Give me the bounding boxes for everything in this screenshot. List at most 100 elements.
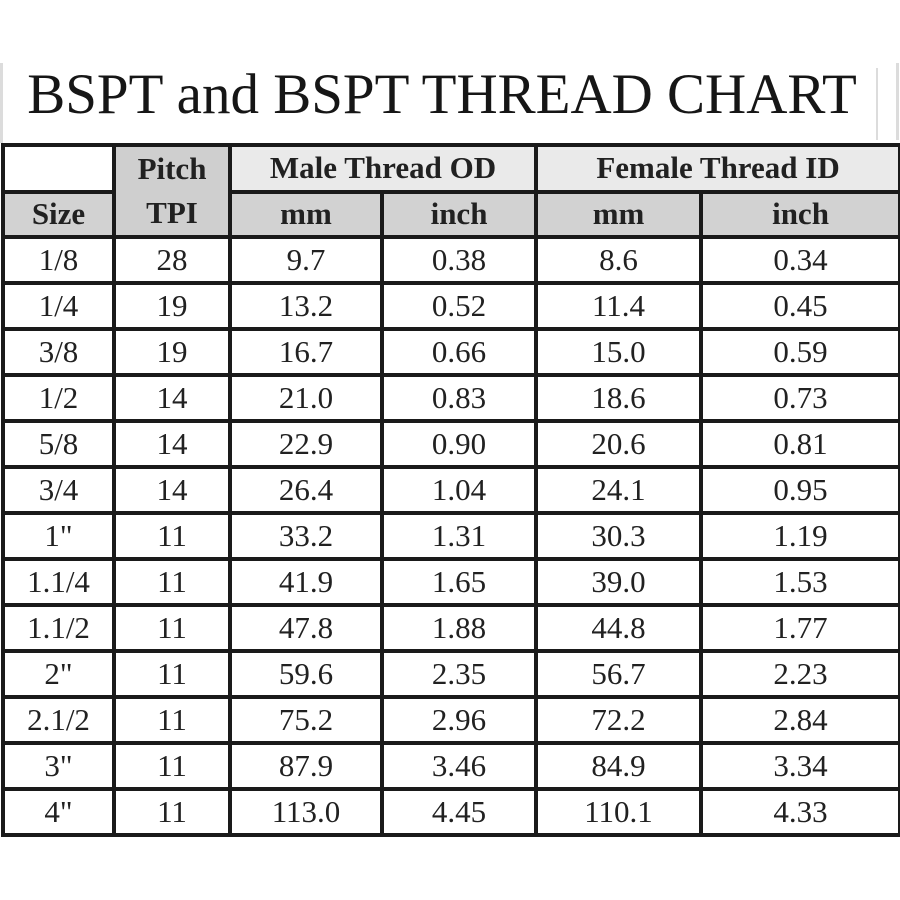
cell-female-id-mm: 30.3	[534, 511, 704, 561]
column-header-female-mm: mm	[534, 189, 704, 240]
cell-size: 1/2	[1, 373, 116, 423]
cell-female-id-inch: 0.34	[699, 235, 900, 285]
header-group-row: Pitch TPI Male Thread OD Female Thread I…	[1, 143, 900, 239]
cell-female-id-inch: 3.34	[699, 741, 900, 791]
cell-male-od-inch: 0.83	[379, 373, 539, 423]
cell-pitch-tpi: 11	[112, 603, 232, 653]
column-header-pitch-tpi: Pitch TPI	[112, 143, 232, 239]
cell-male-od-inch: 4.45	[379, 787, 539, 837]
cell-male-od-inch: 3.46	[379, 741, 539, 791]
scan-artifact-line-right-inner	[876, 68, 878, 140]
cell-male-od-mm: 26.4	[228, 465, 384, 515]
cell-female-id-inch: 1.77	[699, 603, 900, 653]
table-row: 5/8 14 22.9 0.90 20.6 0.81	[1, 419, 900, 469]
cell-male-od-mm: 9.7	[228, 235, 384, 285]
cell-male-od-inch: 2.35	[379, 649, 539, 699]
table-row: 4" 11 113.0 4.45 110.1 4.33	[1, 787, 900, 837]
cell-pitch-tpi: 11	[112, 741, 232, 791]
cell-size: 3/8	[1, 327, 116, 377]
cell-female-id-mm: 8.6	[534, 235, 704, 285]
cell-male-od-mm: 41.9	[228, 557, 384, 607]
cell-size: 3"	[1, 741, 116, 791]
cell-pitch-tpi: 11	[112, 511, 232, 561]
cell-female-id-mm: 18.6	[534, 373, 704, 423]
cell-female-id-mm: 44.8	[534, 603, 704, 653]
thread-chart-table: Pitch TPI Male Thread OD Female Thread I…	[1, 143, 900, 837]
cell-female-id-mm: 15.0	[534, 327, 704, 377]
table-row: 3/8 19 16.7 0.66 15.0 0.59	[1, 327, 900, 377]
table-row: 1.1/2 11 47.8 1.88 44.8 1.77	[1, 603, 900, 653]
cell-pitch-tpi: 19	[112, 281, 232, 331]
cell-male-od-mm: 13.2	[228, 281, 384, 331]
cell-female-id-mm: 84.9	[534, 741, 704, 791]
column-header-male-mm: mm	[228, 189, 384, 240]
table-row: 1/8 28 9.7 0.38 8.6 0.34	[1, 235, 900, 285]
cell-female-id-mm: 110.1	[534, 787, 704, 837]
cell-size: 5/8	[1, 419, 116, 469]
cell-male-od-mm: 16.7	[228, 327, 384, 377]
table-body: 1/8 28 9.7 0.38 8.6 0.34 1/4 19 13.2 0.5…	[1, 235, 900, 837]
table-row: 1.1/4 11 41.9 1.65 39.0 1.53	[1, 557, 900, 607]
cell-female-id-inch: 0.73	[699, 373, 900, 423]
table-row: 1/4 19 13.2 0.52 11.4 0.45	[1, 281, 900, 331]
cell-male-od-mm: 22.9	[228, 419, 384, 469]
cell-male-od-inch: 0.38	[379, 235, 539, 285]
cell-female-id-mm: 24.1	[534, 465, 704, 515]
empty-corner-cell	[1, 143, 116, 194]
cell-male-od-inch: 1.88	[379, 603, 539, 653]
cell-size: 3/4	[1, 465, 116, 515]
cell-size: 2.1/2	[1, 695, 116, 745]
scan-artifact-line-right-edge	[896, 63, 899, 140]
cell-female-id-inch: 1.19	[699, 511, 900, 561]
page-title: BSPT and BSPT THREAD CHART	[27, 63, 857, 126]
cell-size: 4"	[1, 787, 116, 837]
cell-female-id-inch: 0.95	[699, 465, 900, 515]
cell-pitch-tpi: 11	[112, 695, 232, 745]
cell-pitch-tpi: 14	[112, 465, 232, 515]
table-row: 3" 11 87.9 3.46 84.9 3.34	[1, 741, 900, 791]
cell-male-od-mm: 113.0	[228, 787, 384, 837]
column-header-size: Size	[1, 189, 116, 240]
table-row: 3/4 14 26.4 1.04 24.1 0.95	[1, 465, 900, 515]
column-group-male-thread-od: Male Thread OD	[227, 143, 539, 194]
cell-size: 2"	[1, 649, 116, 699]
cell-size: 1.1/2	[1, 603, 116, 653]
cell-female-id-inch: 2.84	[699, 695, 900, 745]
cell-pitch-tpi: 11	[112, 557, 232, 607]
cell-male-od-mm: 75.2	[228, 695, 384, 745]
cell-male-od-inch: 2.96	[379, 695, 539, 745]
cell-female-id-inch: 4.33	[699, 787, 900, 837]
table-row: 1" 11 33.2 1.31 30.3 1.19	[1, 511, 900, 561]
cell-size: 1"	[1, 511, 116, 561]
cell-female-id-inch: 2.23	[699, 649, 900, 699]
column-header-female-inch: inch	[699, 189, 900, 240]
cell-pitch-tpi: 11	[112, 649, 232, 699]
cell-pitch-tpi: 19	[112, 327, 232, 377]
cell-male-od-inch: 1.31	[379, 511, 539, 561]
cell-female-id-mm: 72.2	[534, 695, 704, 745]
cell-male-od-inch: 1.04	[379, 465, 539, 515]
cell-male-od-mm: 47.8	[228, 603, 384, 653]
cell-male-od-mm: 59.6	[228, 649, 384, 699]
cell-pitch-tpi: 28	[112, 235, 232, 285]
cell-size: 1/8	[1, 235, 116, 285]
cell-female-id-inch: 0.45	[699, 281, 900, 331]
cell-female-id-mm: 56.7	[534, 649, 704, 699]
table-row: 1/2 14 21.0 0.83 18.6 0.73	[1, 373, 900, 423]
cell-male-od-inch: 1.65	[379, 557, 539, 607]
cell-male-od-inch: 0.90	[379, 419, 539, 469]
cell-female-id-inch: 0.59	[699, 327, 900, 377]
cell-female-id-inch: 0.81	[699, 419, 900, 469]
cell-pitch-tpi: 14	[112, 419, 232, 469]
cell-female-id-inch: 1.53	[699, 557, 900, 607]
pitch-label: Pitch	[137, 151, 207, 186]
cell-male-od-mm: 21.0	[228, 373, 384, 423]
cell-size: 1.1/4	[1, 557, 116, 607]
header-sub-row: Size mm inch mm inch	[1, 189, 900, 240]
table-header: Pitch TPI Male Thread OD Female Thread I…	[1, 143, 900, 240]
cell-male-od-mm: 33.2	[228, 511, 384, 561]
tpi-label: TPI	[146, 195, 198, 230]
cell-female-id-mm: 11.4	[534, 281, 704, 331]
table-row: 2" 11 59.6 2.35 56.7 2.23	[1, 649, 900, 699]
table-row: 2.1/2 11 75.2 2.96 72.2 2.84	[1, 695, 900, 745]
